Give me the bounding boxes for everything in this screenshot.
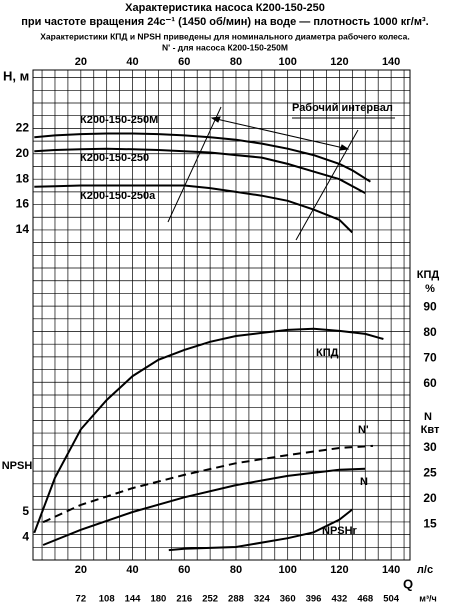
x-tick-label-2: 252 [202, 594, 218, 605]
x-tick-label: 80 [230, 564, 242, 576]
curve [33, 327, 384, 534]
y-tick-label: 30 [423, 440, 437, 454]
x-tick-label-2: 360 [280, 594, 296, 605]
working-interval [167, 106, 395, 241]
y-tick-label: 5 [22, 504, 29, 518]
series-label: N [360, 476, 368, 488]
curve [42, 467, 366, 546]
y-axis-label: N [424, 411, 432, 423]
x-tick-label: 140 [382, 564, 400, 576]
x-tick-label-top: 120 [330, 56, 348, 68]
x-tick-label-2: 108 [99, 594, 115, 605]
x-tick-label-2: 396 [306, 594, 322, 605]
x-tick-label-2: 432 [331, 594, 347, 605]
y-tick-label: 16 [16, 197, 30, 211]
y-tick-label: 14 [16, 222, 30, 236]
x-tick-label: 120 [330, 564, 348, 576]
x-tick-label-top: 40 [126, 56, 138, 68]
x-tick-label-top: 80 [230, 56, 242, 68]
series-label: КПД [316, 347, 339, 359]
y-tick-label: 25 [423, 466, 437, 480]
series-label: К200-150-250а [80, 190, 156, 202]
y-tick-label: 70 [423, 350, 437, 364]
series-label: К200-150-250М [80, 114, 158, 126]
note: Характеристики КПД и NPSH приведены для … [40, 31, 409, 41]
curve [168, 508, 353, 552]
y-tick-label: 15 [423, 516, 437, 530]
series-label: N' [358, 424, 369, 436]
x-tick-label: 40 [126, 564, 138, 576]
chart-subtitle: при частоте вращения 24с⁻¹ (1450 об/мин)… [21, 16, 428, 28]
curve [34, 132, 371, 183]
x-tick-label-top: 20 [75, 56, 87, 68]
y-tick-label: 90 [423, 300, 437, 314]
annotation: Рабочий интервал [292, 102, 393, 114]
x-tick-label-2: 468 [357, 594, 373, 605]
y-tick-label: 22 [16, 121, 30, 135]
series-label: К200-150-250 [80, 152, 149, 164]
y-tick-label: 20 [423, 491, 437, 505]
curve [34, 147, 366, 194]
x-tick-label: 60 [178, 564, 190, 576]
x-tick-label-2: 144 [125, 594, 142, 605]
x-tick-label-top: 60 [178, 56, 190, 68]
x-axis-unit: л/с [417, 564, 433, 576]
x-tick-label-2: 504 [383, 594, 400, 605]
curve [42, 444, 374, 524]
y-tick-label: 4 [22, 530, 29, 544]
y-axis-label: H, м [3, 68, 29, 83]
x-tick-label-top: 140 [382, 56, 400, 68]
x-tick-label-2: 216 [176, 594, 192, 605]
y-axis-label: NPSH [2, 460, 33, 472]
plot-frame [32, 69, 411, 561]
y-tick-label: 60 [423, 376, 437, 390]
x-axis-unit2: м³/ч [419, 593, 436, 603]
series-label: NPSHr [322, 525, 358, 537]
y-tick-label: 80 [423, 325, 437, 339]
x-tick-label-2: 288 [228, 594, 244, 605]
x-tick-label: 100 [279, 564, 297, 576]
x-axis-label: Q [403, 576, 413, 591]
y-axis-label: КПД [417, 269, 440, 281]
y-tick-label: 18 [16, 171, 30, 185]
y-tick-label: 20 [16, 146, 30, 160]
y-axis-unit: % [425, 283, 435, 295]
x-tick-label: 20 [75, 564, 87, 576]
x-tick-label-2: 324 [254, 594, 271, 605]
x-tick-label-top: 100 [279, 56, 297, 68]
curve [34, 184, 354, 234]
x-tick-label-2: 72 [76, 594, 87, 605]
chart-title: Характеристика насоса К200-150-250 [125, 2, 325, 14]
x-tick-label-2: 180 [150, 594, 166, 605]
note: N' - для насоса К200-150-250М [162, 42, 288, 52]
y-axis-unit: Квт [421, 424, 440, 436]
